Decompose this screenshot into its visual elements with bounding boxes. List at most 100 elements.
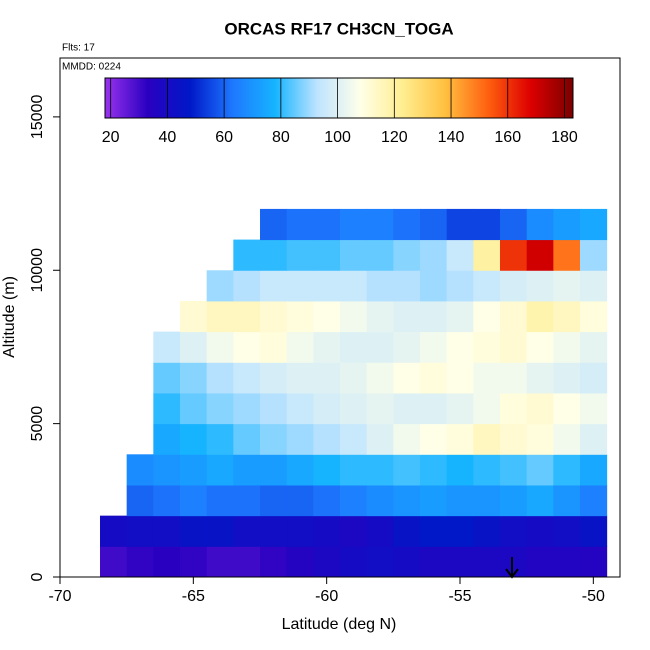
heat-cell [473,423,501,455]
heat-cell [286,546,314,578]
heat-cell [446,239,474,271]
heat-cell [153,454,181,486]
heat-cell [500,546,528,578]
heat-cell [420,239,448,271]
heat-cell [473,239,501,271]
heat-cell [393,423,421,455]
heat-cell [340,362,368,394]
heat-cell [420,423,448,455]
x-tick-label: -65 [182,588,205,605]
heat-cell [286,454,314,486]
heat-cell [260,270,288,302]
y-tick-label: 5000 [29,406,46,442]
heat-cell [260,423,288,455]
heat-cell [553,239,581,271]
heat-cell [286,362,314,394]
heat-cell [313,546,341,578]
heat-cell [393,362,421,394]
heat-cell [580,239,608,271]
heat-cell [313,239,341,271]
heat-cell [526,239,554,271]
heat-cell [366,423,394,455]
heat-cell [100,546,128,578]
heat-cell [286,423,314,455]
heat-cell [553,362,581,394]
heat-cell [500,208,528,241]
heat-cell [153,392,181,425]
heat-cell [526,300,554,333]
heat-cell [553,331,581,363]
heat-cell [233,392,261,425]
heat-cell [446,300,474,333]
heat-cell [366,270,394,302]
colorbar-tick-label: 20 [102,129,120,146]
heat-cell [500,454,528,486]
heat-cell [233,270,261,302]
colorbar-tick-label: 60 [215,129,233,146]
heat-cell [313,515,341,547]
plot-frame [59,57,621,578]
heat-cell [260,300,288,333]
heat-cell [420,454,448,486]
heat-cell [340,454,368,486]
heat-cell [126,546,154,578]
heat-cell [153,362,181,394]
heat-cell [233,515,261,547]
heat-cell [206,546,234,578]
heat-cell [553,423,581,455]
heat-cell [233,423,261,455]
heat-cell [366,208,394,241]
heat-cell [580,423,608,455]
heat-cell [366,392,394,425]
heat-cell [340,392,368,425]
heat-cell [126,515,154,547]
heat-cell [340,423,368,455]
heat-cell [313,454,341,486]
heat-cell [233,239,261,271]
heat-cell [500,270,528,302]
heat-cell [286,208,314,241]
heat-cell [286,392,314,425]
heat-cell [473,331,501,363]
heat-cell [206,392,234,425]
heat-cell [446,454,474,486]
heat-cell [446,484,474,517]
heat-cell [526,270,554,302]
heat-cell [446,546,474,578]
heat-cell [446,331,474,363]
heat-cell [500,331,528,363]
colorbar-tick-label: 140 [438,129,465,146]
heat-cell [313,208,341,241]
heat-cell [580,392,608,425]
heat-cell [553,300,581,333]
heat-cell [366,331,394,363]
heat-cell [580,331,608,363]
heat-cell [420,331,448,363]
heat-cell [340,208,368,241]
heat-cell [260,239,288,271]
heat-cell [286,239,314,271]
heat-cell [313,423,341,455]
heat-cell [526,454,554,486]
heat-cell [366,454,394,486]
heat-cell [500,484,528,517]
heat-cell [446,270,474,302]
colorbar-tick-label: 160 [494,129,521,146]
heat-cell [126,454,154,486]
heat-cell [393,515,421,547]
heat-cell [366,300,394,333]
chart-title: ORCAS RF17 CH3CN_TOGA [224,19,453,38]
heat-cell [126,484,154,517]
heat-cell [340,331,368,363]
heat-cell [180,515,208,547]
heat-cell [473,392,501,425]
heat-cell [286,331,314,363]
heat-cell [206,454,234,486]
heat-cell [580,515,608,547]
heat-cell [526,546,554,578]
heat-cell [286,300,314,333]
heat-cell [206,423,234,455]
heat-cell [233,484,261,517]
heat-cell [500,515,528,547]
heat-cell [473,454,501,486]
